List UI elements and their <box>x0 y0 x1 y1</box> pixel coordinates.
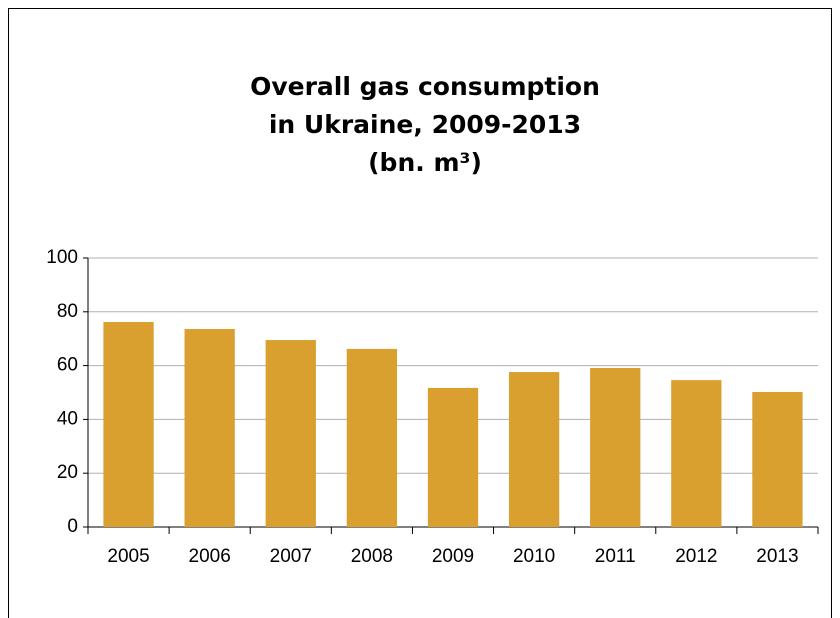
bar <box>265 340 316 527</box>
y-tick-label: 100 <box>46 247 78 268</box>
bar <box>752 391 803 527</box>
y-tick-label: 20 <box>57 462 78 483</box>
x-tick-label: 2011 <box>595 546 636 567</box>
x-tick-label: 2010 <box>513 546 555 567</box>
bar <box>671 380 722 527</box>
x-tick-label: 2007 <box>270 546 312 567</box>
chart-title: Overall gas consumption <box>250 72 600 101</box>
x-tick-label: 2006 <box>189 546 231 567</box>
chart-title: (bn. m³) <box>368 148 482 177</box>
x-tick-label: 2008 <box>351 546 393 567</box>
bar <box>103 322 154 527</box>
x-tick-label: 2005 <box>107 546 149 567</box>
x-tick-label: 2009 <box>432 546 474 567</box>
frame <box>8 8 832 618</box>
bar <box>427 387 479 527</box>
y-tick-label: 0 <box>67 516 78 537</box>
bar <box>508 372 560 527</box>
y-tick-label: 80 <box>57 301 78 322</box>
bar <box>590 368 641 527</box>
x-tick-label: 2013 <box>756 546 798 567</box>
x-tick-label: 2012 <box>675 546 717 567</box>
chart-title: in Ukraine, 2009-2013 <box>269 110 581 139</box>
bar <box>184 329 235 527</box>
bar <box>346 348 398 527</box>
y-tick-label: 60 <box>57 355 78 376</box>
y-tick-label: 40 <box>57 408 78 429</box>
